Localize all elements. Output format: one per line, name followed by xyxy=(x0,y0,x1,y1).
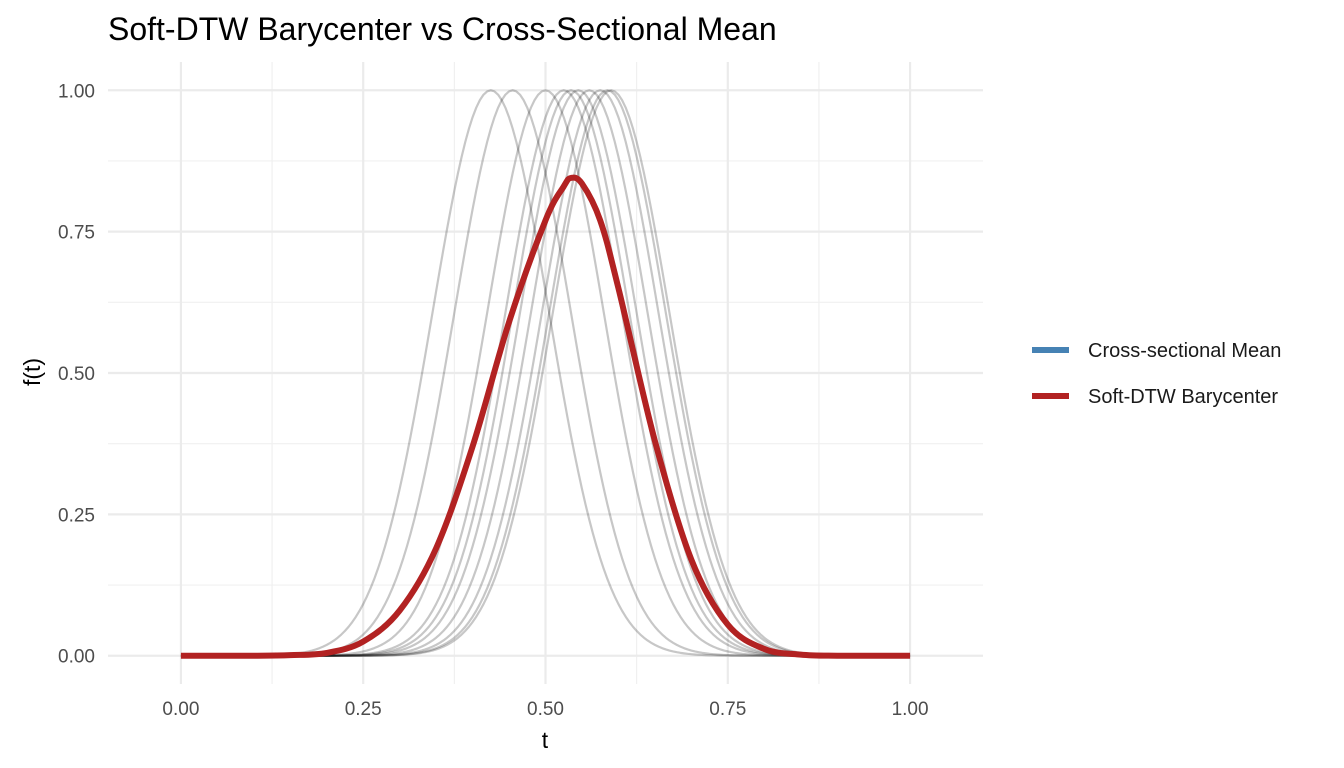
legend-label: Cross-sectional Mean xyxy=(1088,340,1281,362)
y-tick-label: 1.00 xyxy=(58,81,95,102)
chart-title: Soft-DTW Barycenter vs Cross-Sectional M… xyxy=(108,11,777,47)
y-tick-label: 0.00 xyxy=(58,647,95,668)
x-tick-label: 0.00 xyxy=(162,699,199,720)
x-tick-label: 0.50 xyxy=(527,699,564,720)
series-layer xyxy=(180,89,911,659)
grid xyxy=(108,62,983,684)
axes: 0.00 0.25 0.50 0.75 1.00 0.00 0.25 0.50 0.75 1.00 xyxy=(58,81,929,720)
x-tick-label: 0.75 xyxy=(709,699,746,720)
legend-label: Soft-DTW Barycenter xyxy=(1088,386,1278,408)
y-tick-label: 0.50 xyxy=(58,364,95,385)
y-tick-label: 0.25 xyxy=(58,505,95,526)
soft-dtw-barycenter-line xyxy=(180,174,911,659)
x-tick-label: 1.00 xyxy=(892,699,929,720)
x-axis-title: t xyxy=(542,727,549,753)
y-tick-label: 0.75 xyxy=(58,223,95,244)
y-axis-title: f(t) xyxy=(19,358,45,386)
x-tick-label: 0.25 xyxy=(345,699,382,720)
legend: Cross-sectional Mean Soft-DTW Barycenter xyxy=(1032,340,1281,408)
